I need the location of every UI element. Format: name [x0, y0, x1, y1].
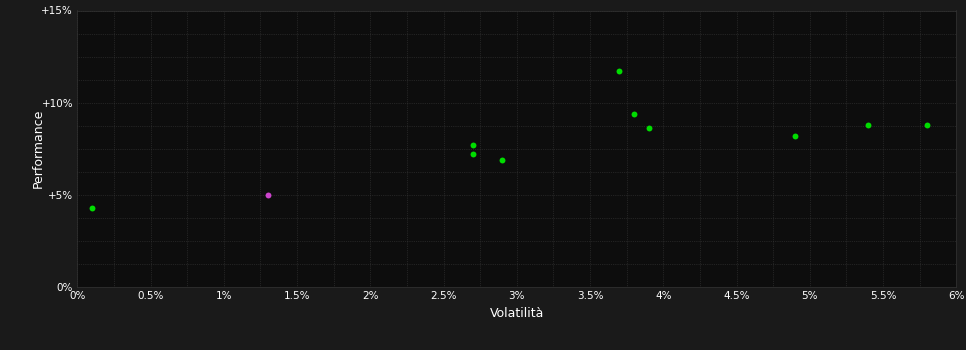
Point — [495, 157, 510, 163]
X-axis label: Volatilità: Volatilità — [490, 307, 544, 320]
Point — [626, 111, 641, 117]
Point — [611, 69, 627, 74]
Y-axis label: Performance: Performance — [32, 109, 45, 188]
Point — [787, 133, 803, 139]
Point — [466, 152, 481, 157]
Point — [641, 126, 657, 131]
Point — [466, 142, 481, 148]
Point — [84, 205, 99, 211]
Point — [260, 192, 275, 198]
Point — [920, 122, 935, 128]
Point — [861, 122, 876, 128]
